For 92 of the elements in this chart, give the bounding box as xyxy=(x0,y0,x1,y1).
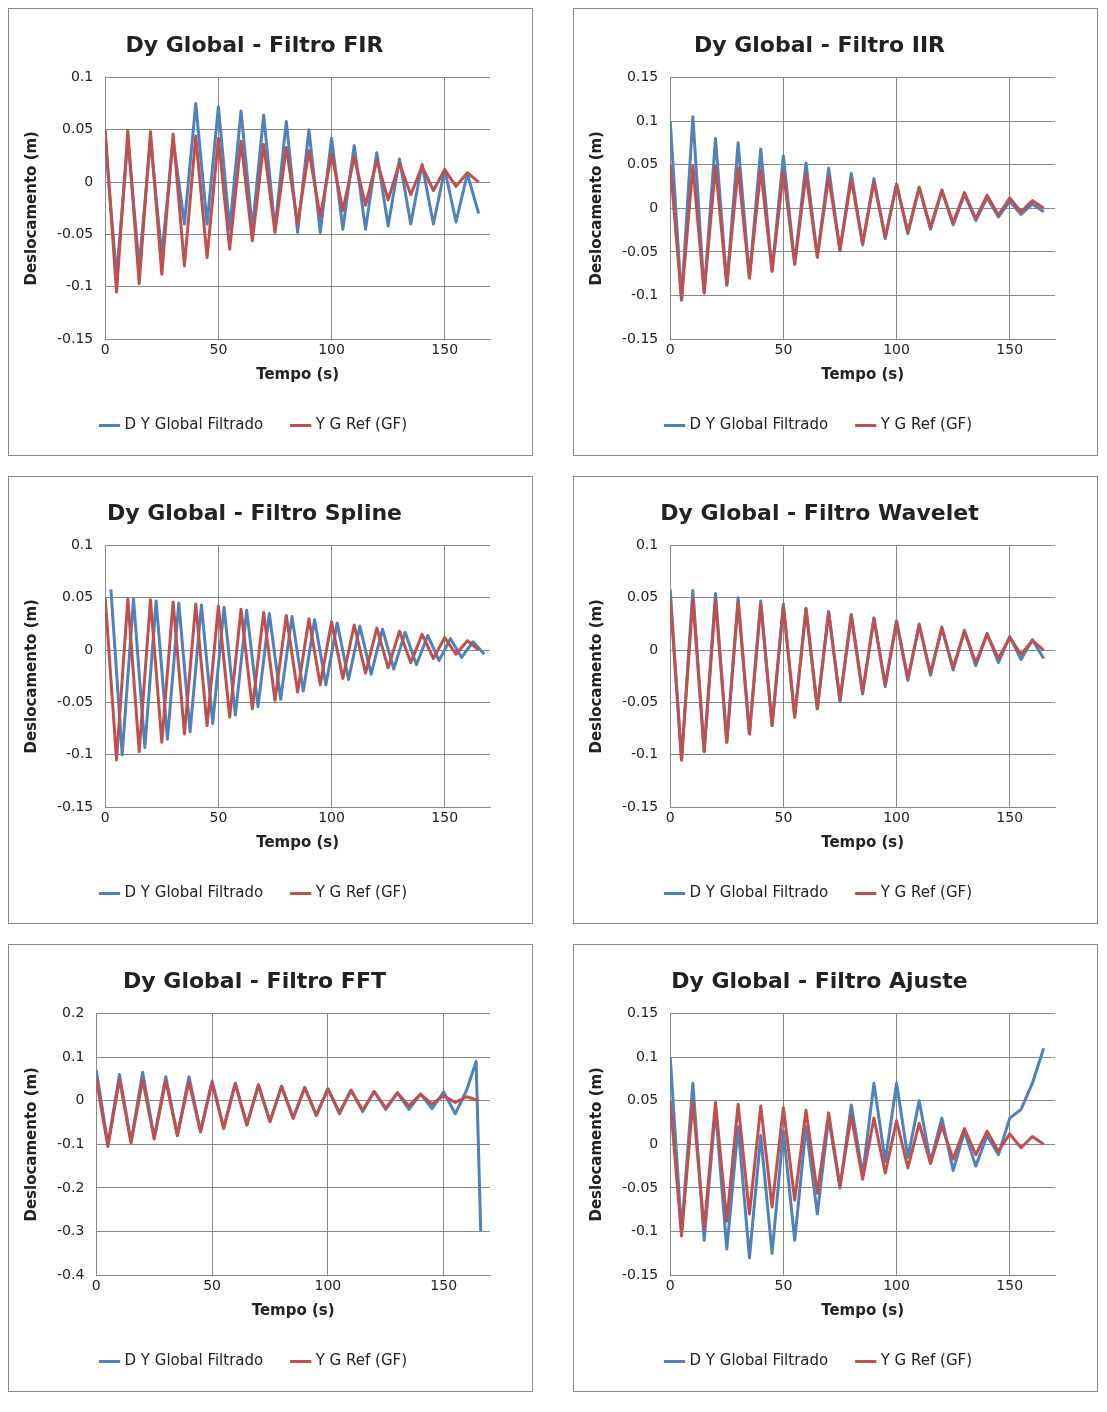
y-tick-label: 0.2 xyxy=(62,1004,85,1021)
x-tick-label: 0 xyxy=(665,341,675,358)
x-axis-title: Tempo (s) xyxy=(256,364,340,383)
legend-label: D Y Global Filtrado xyxy=(689,1351,829,1370)
y-tick-label: 0.1 xyxy=(70,536,94,553)
y-tick-label: 0 xyxy=(84,172,94,189)
legend-label: Y G Ref (GF) xyxy=(879,883,972,902)
x-tick-label: 50 xyxy=(203,1277,222,1294)
y-tick-label: -0.05 xyxy=(621,242,659,259)
x-tick-label: 0 xyxy=(100,809,110,826)
x-tick-label: 150 xyxy=(996,1277,1024,1294)
x-tick-label: 150 xyxy=(996,809,1024,826)
x-tick-label: 100 xyxy=(883,1277,910,1294)
chart-title: Dy Global - Filtro FFT xyxy=(123,967,386,993)
y-tick-label: 0.1 xyxy=(635,1047,659,1064)
y-axis-title: Deslocamento (m) xyxy=(21,599,40,754)
x-tick-label: 100 xyxy=(883,341,910,358)
y-tick-label: 0.05 xyxy=(62,120,94,137)
x-tick-label: 100 xyxy=(314,1277,342,1294)
y-tick-label: -0.1 xyxy=(65,745,94,762)
legend-label: D Y Global Filtrado xyxy=(124,883,264,902)
y-tick-label: 0.05 xyxy=(627,1091,659,1108)
x-tick-label: 0 xyxy=(100,341,110,358)
y-tick-label: 0.15 xyxy=(627,68,659,85)
y-tick-label: 0.1 xyxy=(70,68,94,85)
y-tick-label: -0.15 xyxy=(621,797,659,814)
legend-label: D Y Global Filtrado xyxy=(124,1351,264,1370)
y-tick-label: 0.05 xyxy=(62,588,94,605)
y-tick-label: 0 xyxy=(84,640,94,657)
chart-title: Dy Global - Filtro FIR xyxy=(125,31,384,57)
y-tick-label: -0.1 xyxy=(56,1134,85,1151)
chart-title: Dy Global - Filtro Ajuste xyxy=(671,967,968,993)
y-tick-label: -0.15 xyxy=(56,329,94,346)
x-tick-label: 50 xyxy=(774,809,793,826)
x-tick-label: 50 xyxy=(209,341,228,358)
y-tick-label: -0.15 xyxy=(621,1265,659,1282)
y-axis-title: Deslocamento (m) xyxy=(586,599,605,754)
y-tick-label: 0 xyxy=(649,1134,659,1151)
legend-label: Y G Ref (GF) xyxy=(314,1351,407,1370)
y-tick-label: 0.1 xyxy=(635,536,659,553)
y-tick-label: -0.1 xyxy=(65,277,94,294)
y-tick-label: -0.15 xyxy=(621,329,659,346)
y-axis-title: Deslocamento (m) xyxy=(21,1067,40,1222)
y-tick-label: -0.05 xyxy=(56,693,94,710)
x-tick-label: 100 xyxy=(318,809,345,826)
chart-title: Dy Global - Filtro Wavelet xyxy=(660,499,980,525)
x-axis-title: Tempo (s) xyxy=(256,832,340,851)
chart-title: Dy Global - Filtro IIR xyxy=(693,31,946,57)
y-tick-label: 0.05 xyxy=(627,588,659,605)
legend-label: D Y Global Filtrado xyxy=(689,883,829,902)
y-tick-label: -0.2 xyxy=(56,1178,85,1195)
y-tick-label: 0.1 xyxy=(62,1047,85,1064)
y-axis-title: Deslocamento (m) xyxy=(586,1067,605,1222)
y-tick-label: 0 xyxy=(75,1091,85,1108)
y-tick-label: -0.05 xyxy=(56,225,94,242)
x-axis-title: Tempo (s) xyxy=(821,1300,905,1319)
x-tick-label: 150 xyxy=(430,1277,458,1294)
legend-label: Y G Ref (GF) xyxy=(879,415,972,434)
y-tick-label: -0.1 xyxy=(630,286,659,303)
y-tick-label: 0 xyxy=(649,640,659,657)
y-tick-label: -0.3 xyxy=(56,1222,85,1239)
x-tick-label: 150 xyxy=(996,341,1024,358)
x-tick-label: 50 xyxy=(774,341,793,358)
y-tick-label: -0.05 xyxy=(621,1178,659,1195)
y-tick-label: 0.15 xyxy=(627,1004,659,1021)
x-tick-label: 0 xyxy=(665,809,675,826)
y-tick-label: -0.4 xyxy=(56,1265,85,1282)
legend-label: D Y Global Filtrado xyxy=(124,415,264,434)
x-tick-label: 50 xyxy=(209,809,228,826)
y-tick-label: -0.15 xyxy=(56,797,94,814)
x-tick-label: 0 xyxy=(665,1277,675,1294)
x-tick-label: 100 xyxy=(883,809,910,826)
y-tick-label: -0.1 xyxy=(630,1222,659,1239)
x-tick-label: 50 xyxy=(774,1277,793,1294)
x-tick-label: 100 xyxy=(318,341,345,358)
y-tick-label: 0 xyxy=(649,198,659,215)
y-tick-label: 0.1 xyxy=(635,111,659,128)
legend-label: D Y Global Filtrado xyxy=(689,415,829,434)
y-tick-label: -0.1 xyxy=(630,745,659,762)
y-tick-label: -0.05 xyxy=(621,693,659,710)
x-axis-title: Tempo (s) xyxy=(821,832,905,851)
y-tick-label: 0.05 xyxy=(627,155,659,172)
legend-label: Y G Ref (GF) xyxy=(879,1351,972,1370)
y-axis-title: Deslocamento (m) xyxy=(586,131,605,286)
x-axis-title: Tempo (s) xyxy=(251,1300,335,1319)
x-tick-label: 150 xyxy=(431,341,459,358)
x-axis-title: Tempo (s) xyxy=(821,364,905,383)
x-tick-label: 150 xyxy=(431,809,459,826)
y-axis-title: Deslocamento (m) xyxy=(21,131,40,286)
legend-label: Y G Ref (GF) xyxy=(314,883,407,902)
legend-label: Y G Ref (GF) xyxy=(314,415,407,434)
chart-title: Dy Global - Filtro Spline xyxy=(106,499,403,525)
